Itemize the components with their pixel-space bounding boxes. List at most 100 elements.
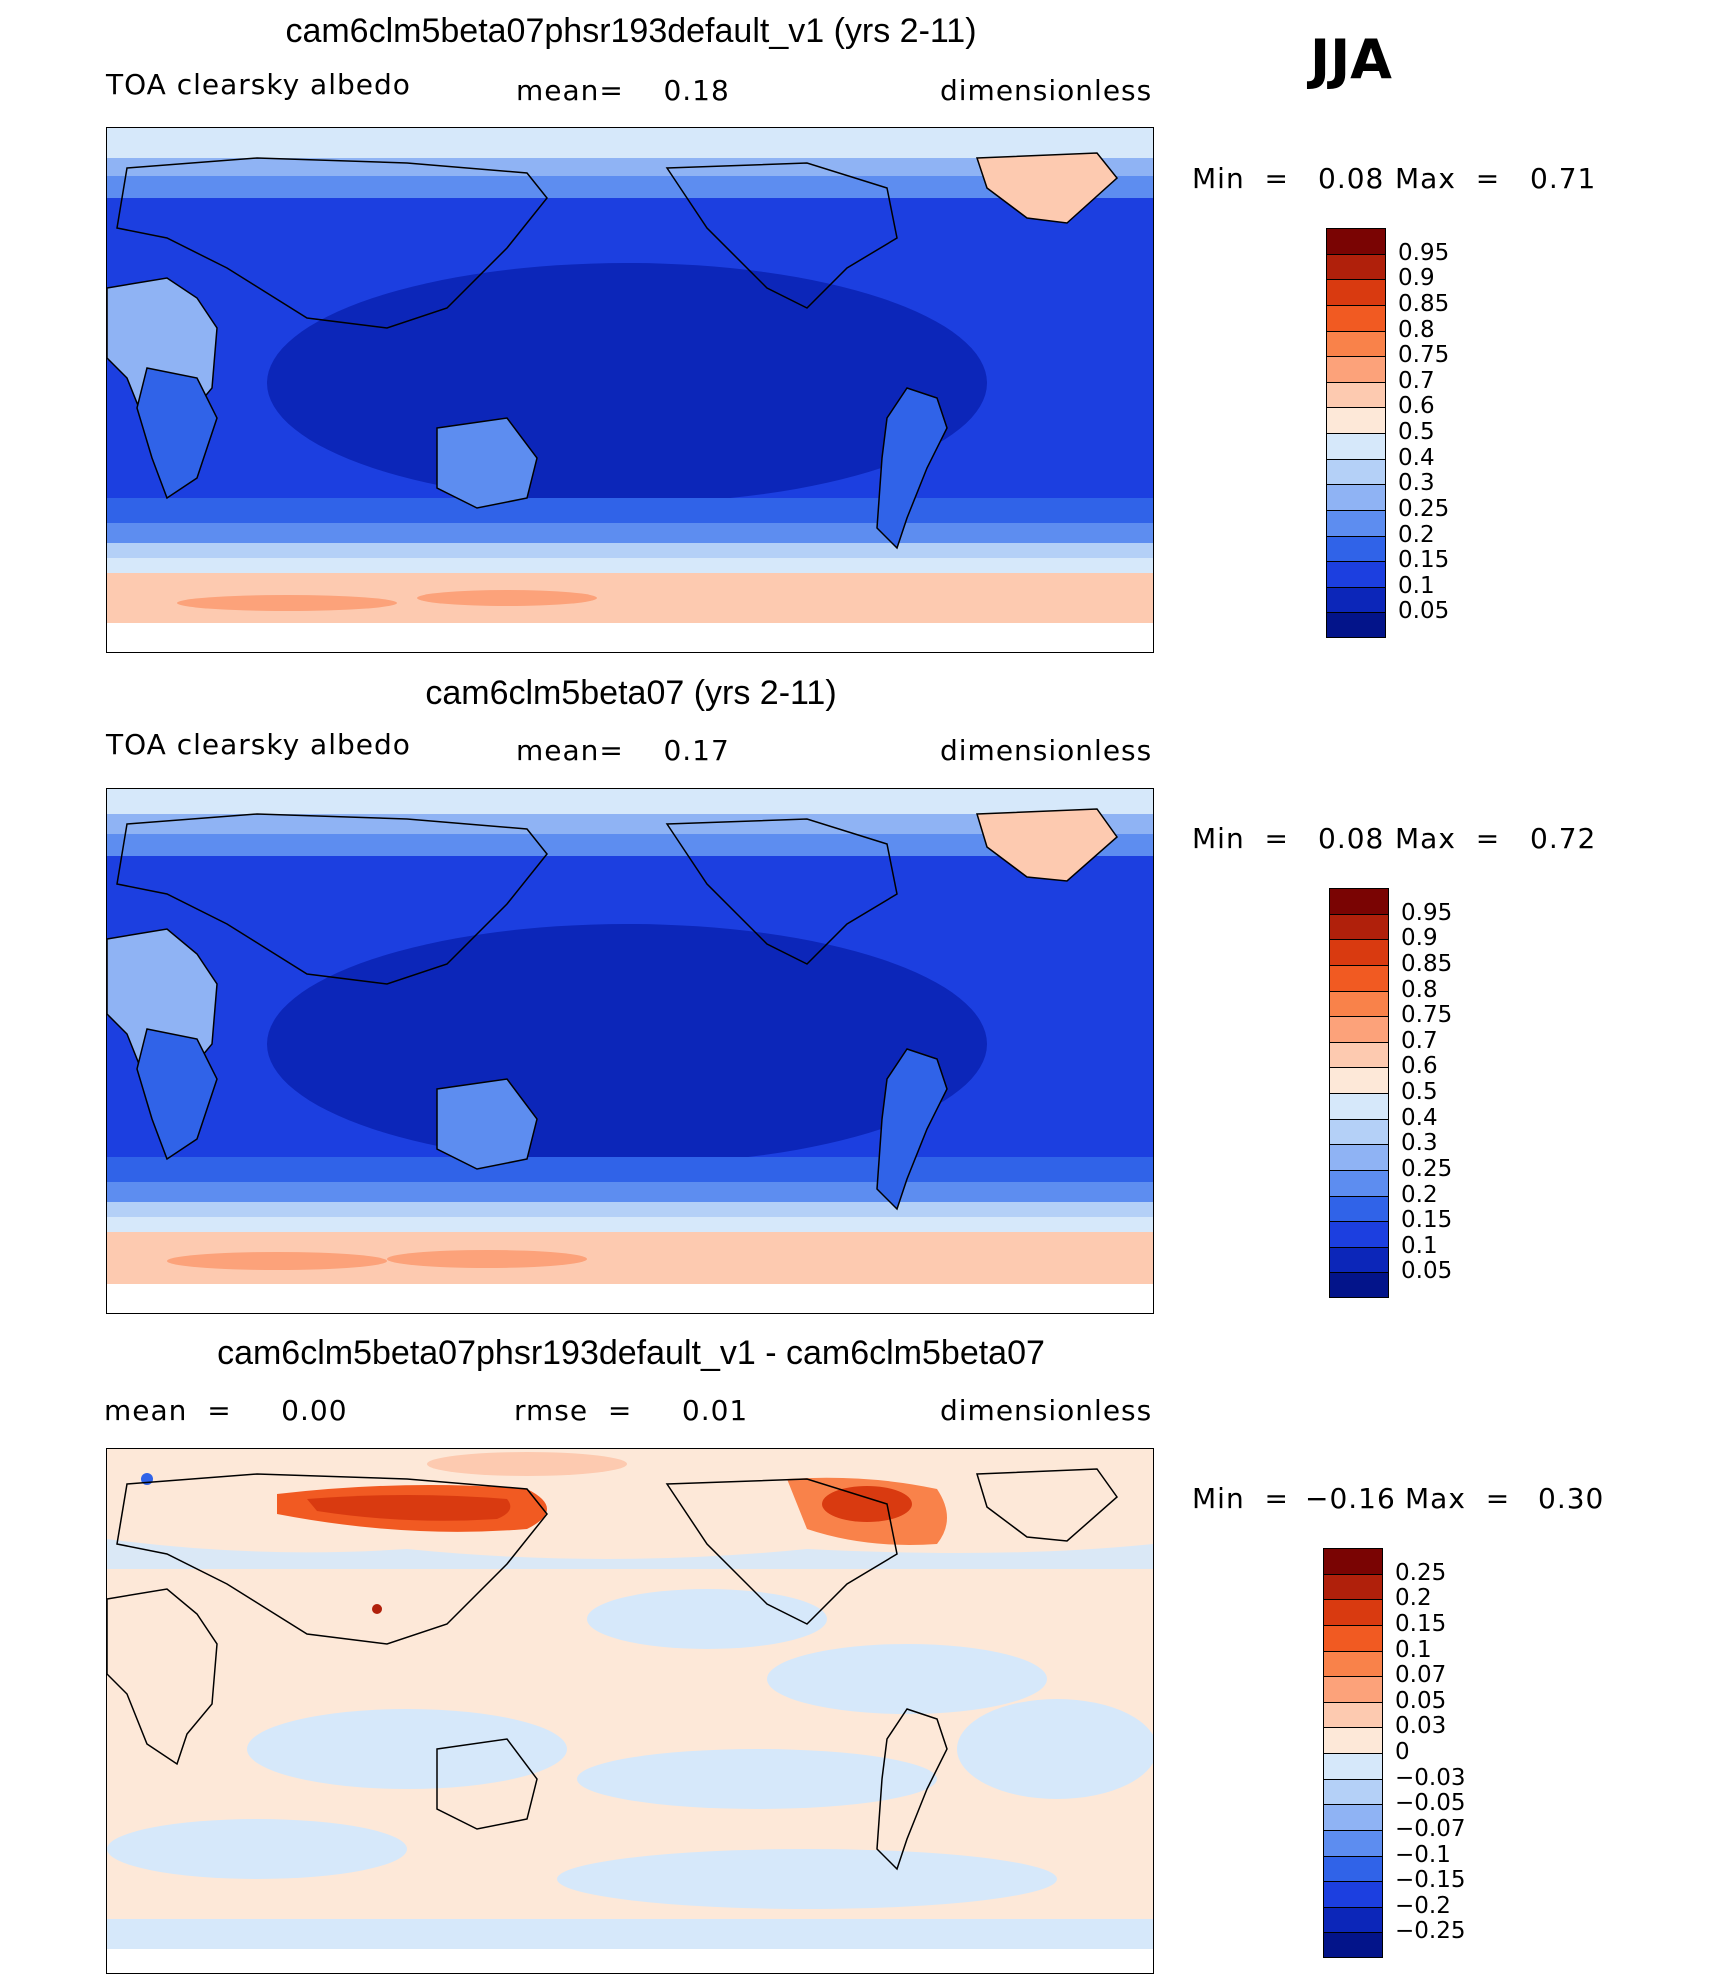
colorbar-tick-label: 0.3 xyxy=(1401,1130,1438,1157)
colorbar-tick-label: 0.9 xyxy=(1401,925,1438,952)
colorbar-cell xyxy=(1329,1093,1389,1119)
colorbar-tick-label: 0.75 xyxy=(1398,342,1450,369)
panel-2-map-graphic xyxy=(107,789,1153,1313)
colorbar-tick-label: 0.5 xyxy=(1401,1079,1438,1105)
colorbar-cell xyxy=(1323,1778,1383,1805)
colorbar-frame xyxy=(1323,1548,1383,1958)
colorbar-tick-label: 0.03 xyxy=(1395,1713,1447,1740)
colorbar-cell xyxy=(1323,1855,1383,1882)
colorbar-cell xyxy=(1329,888,1389,914)
colorbar-cell xyxy=(1329,1144,1389,1170)
colorbar-tick-label: 0.25 xyxy=(1395,1559,1447,1586)
colorbar-cell xyxy=(1323,1753,1383,1779)
colorbar-tick-label: 0.05 xyxy=(1395,1687,1447,1714)
panel-3-colorbar: 0.25 0.2 0.15 0.1 0.07 0.05 0.03 0 −0.03 −0.05 −0.… xyxy=(1323,1548,1543,1963)
colorbar-tick-label: 0.15 xyxy=(1401,1207,1453,1234)
colorbar-tick-label: −0.05 xyxy=(1395,1790,1466,1817)
panel-1-map-graphic xyxy=(107,128,1153,652)
panel-3-units: dimensionless xyxy=(940,1394,1153,1427)
colorbar-cell xyxy=(1323,1701,1383,1728)
colorbar-cell xyxy=(1323,1650,1383,1677)
colorbar-tick-label: 0.9 xyxy=(1398,265,1435,292)
panel-2-min-label: Min = xyxy=(1192,822,1289,855)
colorbar-cell xyxy=(1323,1573,1383,1600)
colorbar-cell xyxy=(1326,253,1386,280)
panel-2-max-label: Max = xyxy=(1395,822,1501,855)
panel-3-max-value: 0.30 xyxy=(1538,1482,1605,1515)
colorbar-tick-label: 0.3 xyxy=(1398,470,1435,497)
colorbar-cell xyxy=(1326,509,1386,536)
colorbar-tick-label: 0.15 xyxy=(1398,547,1450,574)
colorbar-cell xyxy=(1329,913,1389,940)
colorbar-cell xyxy=(1329,990,1389,1017)
panel-1-min-value: 0.08 xyxy=(1318,162,1385,195)
season-label: JJA xyxy=(1310,28,1392,91)
colorbar-cell xyxy=(1326,586,1386,613)
colorbar-cell xyxy=(1329,1016,1389,1042)
colorbar-tick-label: 0.85 xyxy=(1398,290,1450,317)
panel-1-colorbar: 0.95 0.9 0.85 0.8 0.75 0.7 0.6 0.5 0.4 0.3 0.25 0.2… xyxy=(1326,228,1526,643)
panel-3-map-graphic xyxy=(107,1449,1153,1973)
colorbar-tick-label: 0.1 xyxy=(1395,1636,1432,1663)
colorbar-cell xyxy=(1323,1548,1383,1574)
colorbar-cell xyxy=(1329,1221,1389,1247)
panel-2-min-value: 0.08 xyxy=(1318,822,1385,855)
colorbar-tick-label: −0.03 xyxy=(1395,1764,1466,1791)
colorbar-cell xyxy=(1329,1246,1389,1273)
panel-3-min-label: Min = xyxy=(1192,1482,1289,1515)
colorbar-tick-label: 0.8 xyxy=(1398,316,1435,343)
colorbar-tick-label: 0.2 xyxy=(1398,521,1435,548)
colorbar-tick-label: 0.95 xyxy=(1398,239,1450,266)
panel-1-min-label: Min = xyxy=(1192,162,1289,195)
panel-1-max-value: 0.71 xyxy=(1530,162,1597,195)
panel-3-max-label: Max = xyxy=(1405,1482,1511,1515)
colorbar-tick-label: −0.15 xyxy=(1395,1867,1466,1894)
panel-2-map xyxy=(106,788,1154,1314)
panel-3-map xyxy=(106,1448,1154,1974)
colorbar-frame xyxy=(1329,888,1389,1298)
colorbar-tick-label: 0.1 xyxy=(1401,1232,1438,1259)
colorbar-cell xyxy=(1326,304,1386,331)
colorbar-cell xyxy=(1326,535,1386,562)
colorbar-tick-label: −0.07 xyxy=(1395,1815,1466,1842)
colorbar-cell xyxy=(1326,561,1386,587)
panel-1-mean: mean= 0.18 xyxy=(516,74,730,107)
colorbar-tick-label: 0.75 xyxy=(1401,1002,1453,1029)
panel-3-title: cam6clm5beta07phsr193default_v1 - cam6cl… xyxy=(217,1334,1045,1372)
colorbar-cell xyxy=(1323,1804,1383,1830)
colorbar-cell xyxy=(1323,1624,1383,1651)
colorbar-tick-label: −0.2 xyxy=(1395,1892,1451,1919)
panel-3-rmse: rmse = 0.01 xyxy=(514,1394,749,1427)
colorbar-cell xyxy=(1326,356,1386,382)
colorbar-tick-label: 0.25 xyxy=(1398,495,1450,522)
colorbar-tick-label: 0.7 xyxy=(1398,367,1435,394)
panel-2-title: cam6clm5beta07 (yrs 2-11) xyxy=(425,674,837,712)
colorbar-tick-label: 0.05 xyxy=(1401,1258,1453,1285)
colorbar-cell xyxy=(1329,1169,1389,1196)
colorbar-cell xyxy=(1323,1829,1383,1856)
colorbar-cell xyxy=(1323,1881,1383,1907)
panel-2-mean: mean= 0.17 xyxy=(516,734,730,767)
colorbar-tick-label: 0.4 xyxy=(1398,444,1435,471)
colorbar-tick-label: 0.6 xyxy=(1398,393,1435,420)
colorbar-tick-label: 0.7 xyxy=(1401,1027,1438,1054)
colorbar-cell xyxy=(1329,964,1389,991)
colorbar-cell xyxy=(1329,1195,1389,1222)
colorbar-tick-label: 0.8 xyxy=(1401,976,1438,1003)
colorbar-tick-label: 0.07 xyxy=(1395,1662,1447,1689)
panel-3-min-value: −0.16 xyxy=(1305,1482,1396,1515)
panel-1-title: cam6clm5beta07phsr193default_v1 (yrs 2-1… xyxy=(285,12,977,50)
colorbar-cell xyxy=(1326,612,1386,638)
colorbar-tick-label: 0.6 xyxy=(1401,1053,1438,1080)
colorbar-tick-label: 0.4 xyxy=(1401,1104,1438,1131)
colorbar-cell xyxy=(1326,484,1386,510)
colorbar-cell xyxy=(1329,939,1389,965)
colorbar-frame xyxy=(1326,228,1386,638)
colorbar-tick-label: 0.15 xyxy=(1395,1610,1447,1637)
colorbar-cell xyxy=(1329,1067,1389,1093)
panel-1-max-label: Max = xyxy=(1395,162,1501,195)
colorbar-cell xyxy=(1329,1041,1389,1068)
colorbar-cell xyxy=(1326,407,1386,433)
colorbar-tick-label: 0.1 xyxy=(1398,572,1435,599)
panel-2-max-value: 0.72 xyxy=(1530,822,1597,855)
